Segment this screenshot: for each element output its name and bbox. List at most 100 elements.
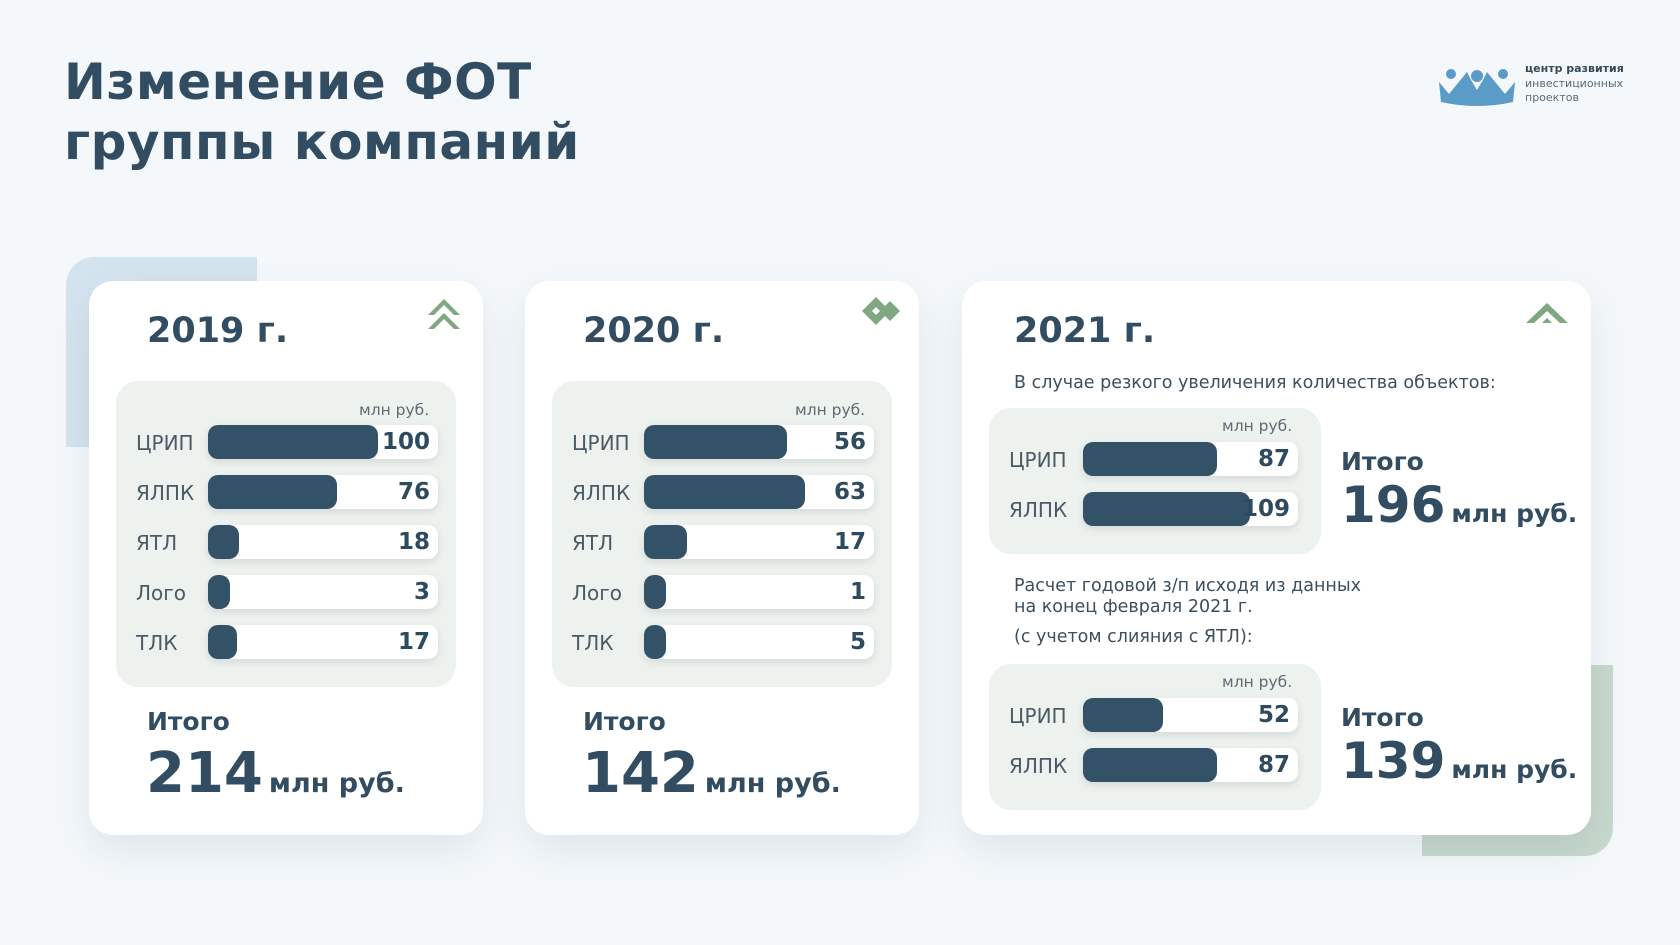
bar-category-label: Лого xyxy=(136,581,187,605)
logo-text-line2: инвестиционных xyxy=(1525,76,1624,90)
total-value-line: 196 млн руб. xyxy=(1341,476,1577,534)
bar-category-label: ТЛК xyxy=(572,631,614,655)
bar xyxy=(1083,492,1251,526)
bar-row: Лого 3 xyxy=(116,573,438,611)
people-logo-icon xyxy=(1439,69,1515,106)
unit-label: млн руб. xyxy=(1222,417,1293,435)
bar xyxy=(644,475,805,509)
bar-value-label: 56 xyxy=(833,429,866,455)
total-unit: млн руб. xyxy=(268,768,405,799)
bar-row: ЦРИП 52 xyxy=(989,696,1298,734)
bar-value-label: 63 xyxy=(833,479,866,505)
bar-track: 87 xyxy=(1083,442,1298,476)
total-value: 214 xyxy=(146,741,263,806)
bar-value-label: 87 xyxy=(1257,752,1290,778)
bar-row: ЯЛПК 63 xyxy=(552,473,874,511)
bar-category-label: ЯЛПК xyxy=(1009,498,1068,522)
bar xyxy=(208,425,379,459)
bar xyxy=(208,475,338,509)
bar xyxy=(644,625,666,659)
bar-category-label: Лого xyxy=(572,581,623,605)
bar-category-label: ЯТЛ xyxy=(136,531,178,555)
bar xyxy=(644,575,666,609)
bar-category-label: ЯЛПК xyxy=(136,481,195,505)
diamond-link-icon xyxy=(862,297,900,325)
bar xyxy=(644,425,788,459)
bar-track: 17 xyxy=(208,625,438,659)
chart-panel: млн руб. ЦРИП 56 ЯЛПК 63 ЯТЛ 17 Лого 1 ТЛК 5 xyxy=(552,381,892,687)
bar-track: 63 xyxy=(644,475,874,509)
bar xyxy=(644,525,688,559)
total-label: Итого xyxy=(1341,447,1424,476)
year-title: 2020 г. xyxy=(583,311,725,351)
card-2020: 2020 г. млн руб. ЦРИП 56 ЯЛПК 63 ЯТЛ 17 Лого 1 Т… xyxy=(525,281,919,835)
bar-track: 87 xyxy=(1083,748,1298,782)
bar xyxy=(208,575,230,609)
card-2019: 2019 г. млн руб. ЦРИП 100 ЯЛПК 76 ЯТЛ 18 Лого 3… xyxy=(89,281,483,835)
chart-panel-actual: млн руб. ЦРИП 52 ЯЛПК 87 xyxy=(989,664,1321,810)
bar-value-label: 1 xyxy=(849,579,866,605)
bar xyxy=(1083,442,1217,476)
bar-track: 5 xyxy=(644,625,874,659)
bar-category-label: ТЛК xyxy=(136,631,178,655)
total-value: 142 xyxy=(582,741,699,806)
year-title: 2021 г. xyxy=(1014,311,1156,351)
total-value: 196 xyxy=(1341,476,1446,534)
bar-row: ЦРИП 100 xyxy=(116,423,438,461)
bar-category-label: ЯЛПК xyxy=(1009,754,1068,778)
bar-row: ЯТЛ 17 xyxy=(552,523,874,561)
bar-value-label: 17 xyxy=(397,629,430,655)
page-title-line1: Изменение ФОТ xyxy=(64,53,532,111)
calc-note-line3: (с учетом слияния с ЯТЛ): xyxy=(1014,627,1253,647)
page-title: Изменение ФОТ группы компаний xyxy=(64,52,580,172)
bar-row: Лого 1 xyxy=(552,573,874,611)
chevron-up-icon xyxy=(1526,303,1568,323)
total-label: Итого xyxy=(583,707,666,736)
bar-row: ЯЛПК 76 xyxy=(116,473,438,511)
bar-track: 56 xyxy=(644,425,874,459)
bar-value-label: 3 xyxy=(413,579,430,605)
page-title-line2: группы компаний xyxy=(64,113,580,171)
total-label: Итого xyxy=(147,707,230,736)
bar-track: 52 xyxy=(1083,698,1298,732)
bar-category-label: ЦРИП xyxy=(1009,704,1067,728)
bar-row: ЦРИП 56 xyxy=(552,423,874,461)
total-unit: млн руб. xyxy=(704,768,841,799)
bar xyxy=(1083,748,1217,782)
calc-note-line1: Расчет годовой з/п исходя из данных xyxy=(1014,576,1362,596)
total-unit: млн руб. xyxy=(1451,499,1578,528)
bar-row: ЯТЛ 18 xyxy=(116,523,438,561)
bar-track: 3 xyxy=(208,575,438,609)
bar-category-label: ЯЛПК xyxy=(572,481,631,505)
bar-row: ЯЛПК 87 xyxy=(989,746,1298,784)
bar xyxy=(208,525,239,559)
company-logo: центр развития инвестиционных проектов xyxy=(1437,58,1637,110)
chart-panel: млн руб. ЦРИП 100 ЯЛПК 76 ЯТЛ 18 Лого 3 ТЛК 17 xyxy=(116,381,456,687)
total-value: 139 xyxy=(1341,732,1446,790)
chevron-stack-icon xyxy=(428,299,460,329)
bar-value-label: 5 xyxy=(849,629,866,655)
bar-row: ТЛК 5 xyxy=(552,623,874,661)
unit-label: млн руб. xyxy=(359,401,430,419)
unit-label: млн руб. xyxy=(1222,673,1293,691)
bar-row: ЦРИП 87 xyxy=(989,440,1298,478)
total-label: Итого xyxy=(1341,703,1424,732)
bar xyxy=(1083,698,1163,732)
bar-row: ТЛК 17 xyxy=(116,623,438,661)
bar-track: 17 xyxy=(644,525,874,559)
bar-track: 109 xyxy=(1083,492,1298,526)
logo-text-line3: проектов xyxy=(1525,91,1579,104)
bar-track: 76 xyxy=(208,475,438,509)
total-value-line: 139 млн руб. xyxy=(1341,732,1577,790)
bar-track: 18 xyxy=(208,525,438,559)
year-title: 2019 г. xyxy=(147,311,289,351)
chart-panel-scenario: млн руб. ЦРИП 87 ЯЛПК 109 xyxy=(989,408,1321,554)
bar-value-label: 52 xyxy=(1257,702,1290,728)
total-unit: млн руб. xyxy=(1451,755,1578,784)
bar-value-label: 18 xyxy=(397,529,430,555)
bar-track: 100 xyxy=(208,425,438,459)
logo-text-line1: центр развития xyxy=(1525,62,1624,75)
bar-track: 1 xyxy=(644,575,874,609)
bar-value-label: 76 xyxy=(397,479,430,505)
total-value-line: 214 млн руб. xyxy=(146,741,405,806)
